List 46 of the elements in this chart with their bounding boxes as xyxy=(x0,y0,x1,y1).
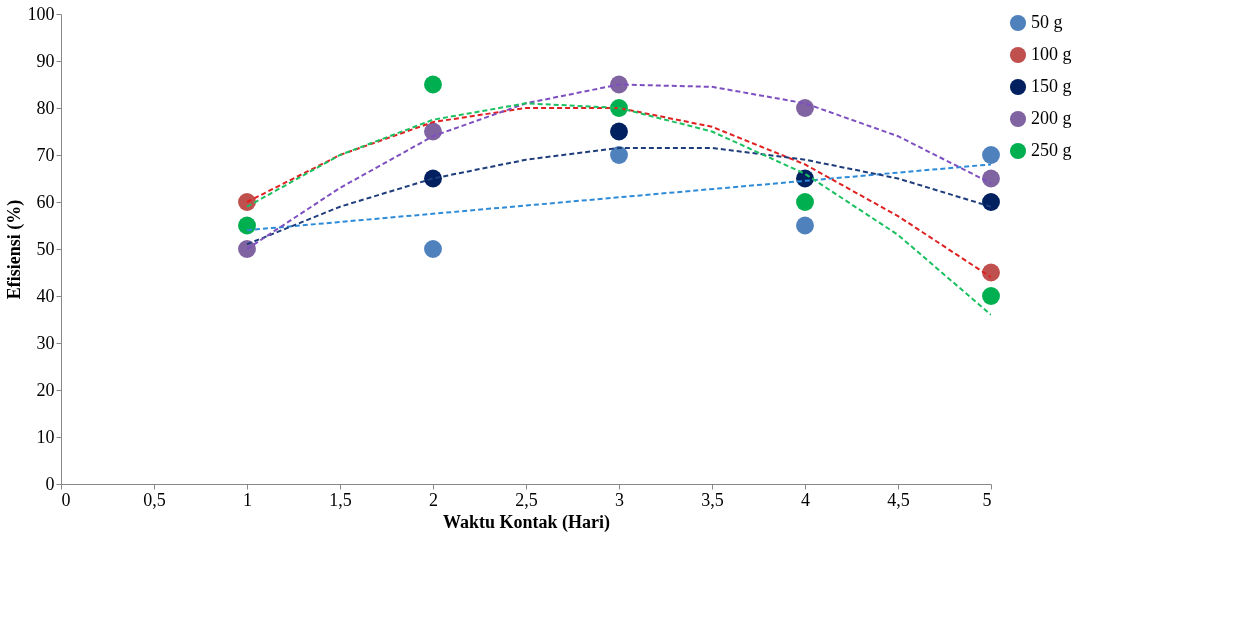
x-tick-label: 4 xyxy=(801,489,810,510)
y-axis-title: Efisiensi (%) xyxy=(3,199,25,300)
point xyxy=(238,240,256,258)
y-tick-label: 20 xyxy=(36,379,55,400)
x-tick-label: 0 xyxy=(61,489,71,510)
x-tick-label: 4,5 xyxy=(887,489,910,510)
y-tick-label: 70 xyxy=(36,144,55,165)
legend-label: 50 g xyxy=(1031,12,1063,32)
x-tick-label: 1,5 xyxy=(329,489,352,510)
point xyxy=(238,193,256,211)
x-axis-title: Waktu Kontak (Hari) xyxy=(442,511,611,533)
y-tick-label: 60 xyxy=(36,191,55,212)
point xyxy=(610,122,628,141)
point xyxy=(982,287,1000,305)
y-tick-label: 50 xyxy=(36,238,55,259)
y-tick-label: 10 xyxy=(36,426,55,447)
y-tick-label: 30 xyxy=(36,332,55,353)
x-tick-label: 2 xyxy=(429,489,438,510)
legend-label: 150 g xyxy=(1031,76,1072,96)
y-tick-label: 100 xyxy=(27,3,55,24)
point xyxy=(424,169,442,188)
point xyxy=(796,216,814,235)
point xyxy=(982,146,1000,164)
x-tick-label: 5 xyxy=(982,489,992,510)
point xyxy=(238,216,256,235)
y-tick-label: 90 xyxy=(36,50,55,71)
x-tick-label: 2,5 xyxy=(515,489,538,510)
x-tick-label: 3 xyxy=(615,489,624,510)
x-tick-label: 3,5 xyxy=(701,489,724,510)
point xyxy=(982,263,1000,282)
legend-label: 100 g xyxy=(1031,44,1072,64)
x-tick-label: 0,5 xyxy=(143,489,166,510)
y-tick-label: 40 xyxy=(36,285,55,306)
point xyxy=(796,99,814,117)
legend-label: 200 g xyxy=(1031,108,1072,128)
point xyxy=(610,146,628,164)
point xyxy=(982,193,1000,211)
point xyxy=(424,122,442,141)
y-tick-label: 0 xyxy=(45,473,55,494)
point xyxy=(424,75,442,94)
y-tick-label: 80 xyxy=(36,97,55,118)
point xyxy=(982,169,1000,188)
point xyxy=(424,240,442,258)
point xyxy=(796,193,814,211)
legend-label: 250 g xyxy=(1031,140,1072,160)
x-tick-label: 1 xyxy=(243,489,252,510)
